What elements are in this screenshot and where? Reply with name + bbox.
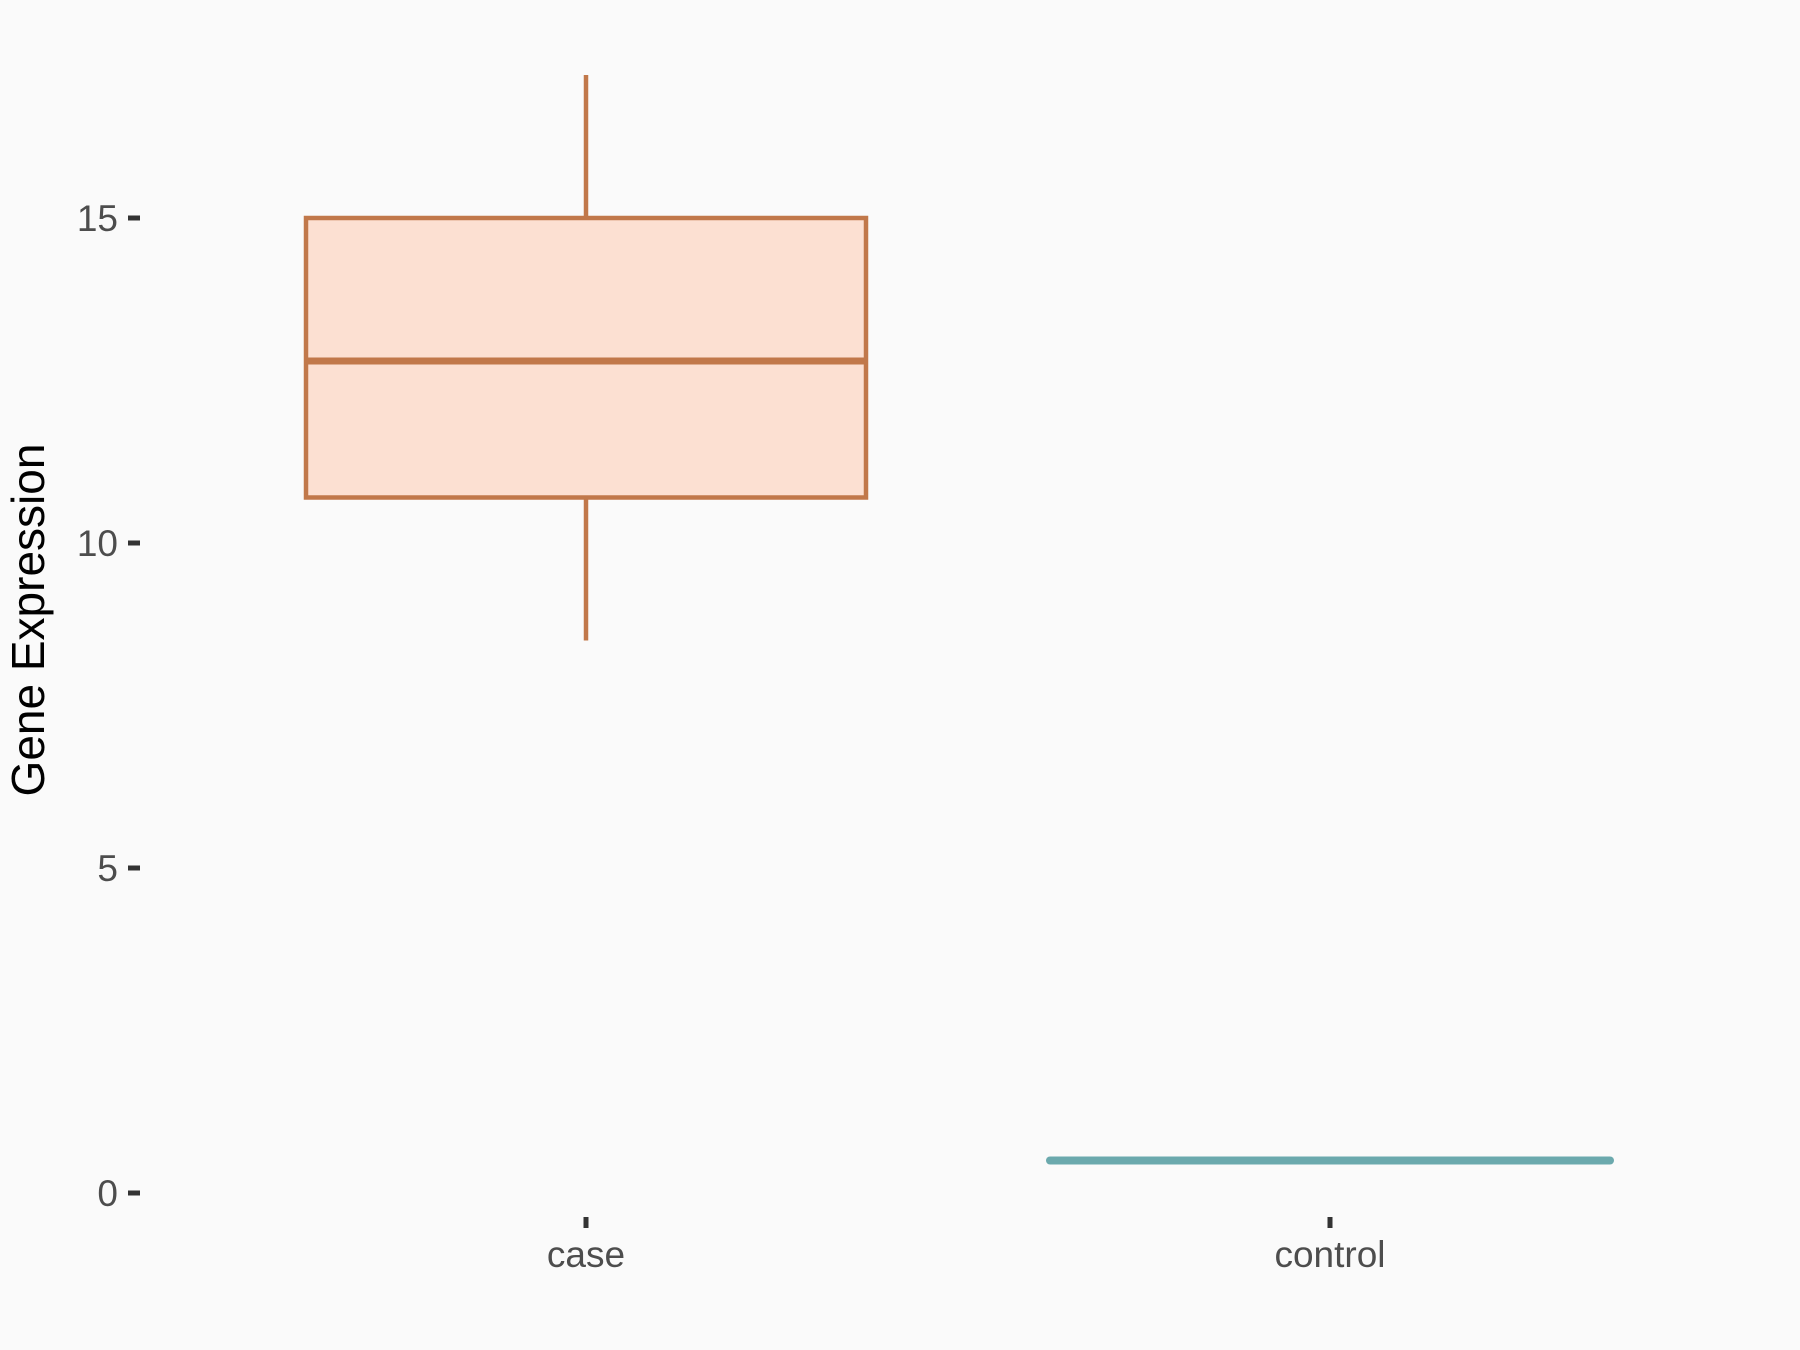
x-tick-label-case: case bbox=[547, 1234, 625, 1275]
y-tick-label: 10 bbox=[77, 523, 118, 564]
x-tick-label-control: control bbox=[1274, 1234, 1385, 1275]
y-axis-title: Gene Expression bbox=[2, 444, 54, 797]
y-tick-label: 0 bbox=[97, 1173, 118, 1214]
y-tick-label: 5 bbox=[97, 848, 118, 889]
y-tick-label: 15 bbox=[77, 198, 118, 239]
